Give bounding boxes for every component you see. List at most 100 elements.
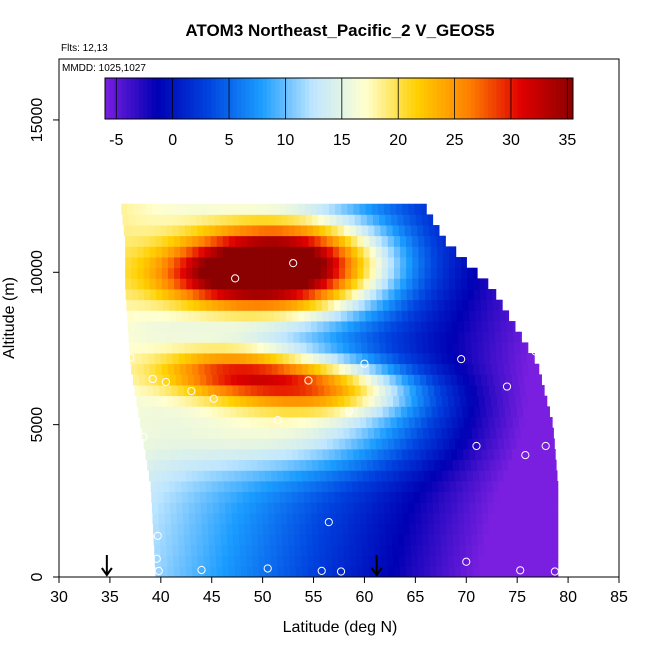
colorbar: -5 0 5 10 15 20 25 30 35 (104, 77, 576, 149)
heatmap-cell (190, 534, 197, 546)
heatmap-cell (246, 395, 253, 407)
heatmap-cell (322, 374, 329, 386)
colorbar-swatch (428, 78, 434, 119)
heatmap-cell (174, 278, 181, 290)
heatmap-cell (457, 513, 465, 525)
heatmap-cell (524, 449, 531, 461)
heatmap-cell (331, 353, 339, 365)
colorbar-swatch (241, 78, 246, 119)
heatmap-cell (516, 438, 523, 450)
colorbar-swatch (339, 78, 344, 119)
heatmap-cell (336, 534, 344, 546)
heatmap-cell (423, 395, 431, 407)
heatmap-cell (526, 342, 529, 354)
heatmap-cell (537, 513, 544, 525)
heatmap-cell (523, 481, 530, 493)
heatmap-cell (340, 374, 348, 386)
heatmap-cell (337, 545, 345, 557)
heatmap-cell (238, 331, 245, 343)
heatmap-cell (417, 225, 424, 237)
heatmap-cell (537, 523, 545, 535)
heatmap-cell (347, 321, 355, 333)
heatmap-cell (304, 310, 311, 322)
heatmap-cell (436, 363, 444, 375)
heatmap-cell (450, 491, 458, 503)
heatmap-cell (477, 534, 484, 546)
heatmap-cell (328, 310, 336, 322)
heatmap-cell (189, 214, 197, 226)
heatmap-cell (250, 385, 258, 397)
colorbar-swatch (245, 78, 251, 119)
heatmap-cell (369, 363, 376, 375)
heatmap-cell (497, 438, 505, 450)
heatmap-cell (330, 342, 338, 354)
heatmap-cell (222, 363, 230, 375)
heatmap-cell (185, 555, 192, 567)
heatmap-cell (438, 502, 446, 514)
colorbar-swatch (160, 78, 166, 119)
heatmap-cell (333, 406, 341, 418)
heatmap-cell (357, 289, 365, 301)
heatmap-cell (418, 289, 426, 301)
heatmap-cell (211, 481, 219, 493)
heatmap-cell (481, 502, 489, 514)
heatmap-cell (386, 225, 394, 237)
heatmap-cell (246, 470, 254, 482)
heatmap-cell (177, 385, 184, 397)
heatmap-cell (552, 566, 559, 578)
heatmap-cell (201, 214, 209, 226)
heatmap-cell (245, 545, 253, 557)
heatmap-cell (551, 555, 559, 567)
heatmap-cell (161, 278, 169, 290)
heatmap-cell (196, 534, 203, 546)
heatmap-cell (206, 310, 213, 322)
heatmap-cell (201, 513, 208, 525)
heatmap-cell (206, 449, 214, 461)
heatmap-cell (198, 278, 205, 290)
heatmap-cell (307, 555, 315, 567)
heatmap-cell (463, 321, 471, 333)
heatmap-cell (387, 235, 395, 247)
heatmap-cell (331, 427, 338, 439)
heatmap-cell (526, 427, 534, 439)
heatmap-cell (372, 331, 380, 343)
heatmap-cell (399, 363, 407, 375)
colorbar-swatch (177, 78, 183, 119)
heatmap-cell (204, 235, 212, 247)
heatmap-cell (404, 225, 412, 237)
heatmap-cell (165, 523, 172, 535)
heatmap-cell (429, 555, 437, 567)
heatmap-cell (293, 523, 301, 535)
heatmap-cell (190, 427, 198, 439)
heatmap-cell (382, 406, 390, 418)
heatmap-cell (477, 342, 484, 354)
heatmap-cell (187, 491, 195, 503)
heatmap-cell (288, 353, 296, 365)
heatmap-cell (169, 374, 177, 386)
heatmap-cell (374, 427, 381, 439)
heatmap-cell (348, 523, 356, 535)
heatmap-cell (309, 406, 316, 418)
heatmap-cell (143, 363, 150, 375)
heatmap-cell (143, 257, 151, 269)
heatmap-cell (270, 225, 277, 237)
heatmap-cell (369, 246, 377, 258)
heatmap-cell (205, 406, 212, 418)
heatmap-cell (412, 246, 419, 258)
heatmap-cell (215, 555, 223, 567)
heatmap-cell (250, 331, 258, 343)
heatmap-cell (191, 353, 198, 365)
heatmap-cell (446, 385, 453, 397)
heatmap-cell (386, 353, 394, 365)
heatmap-cell (404, 353, 412, 365)
heatmap-cell (146, 385, 154, 397)
heatmap-cell (424, 363, 431, 375)
heatmap-cell (363, 235, 370, 247)
heatmap-cell (242, 299, 249, 311)
heatmap-cell (272, 299, 280, 311)
x-tick-label: 30 (50, 589, 68, 606)
heatmap-cell (283, 566, 291, 578)
x-tick-label: 50 (254, 589, 272, 606)
heatmap-cell (437, 299, 445, 311)
heatmap-cell (167, 470, 174, 482)
